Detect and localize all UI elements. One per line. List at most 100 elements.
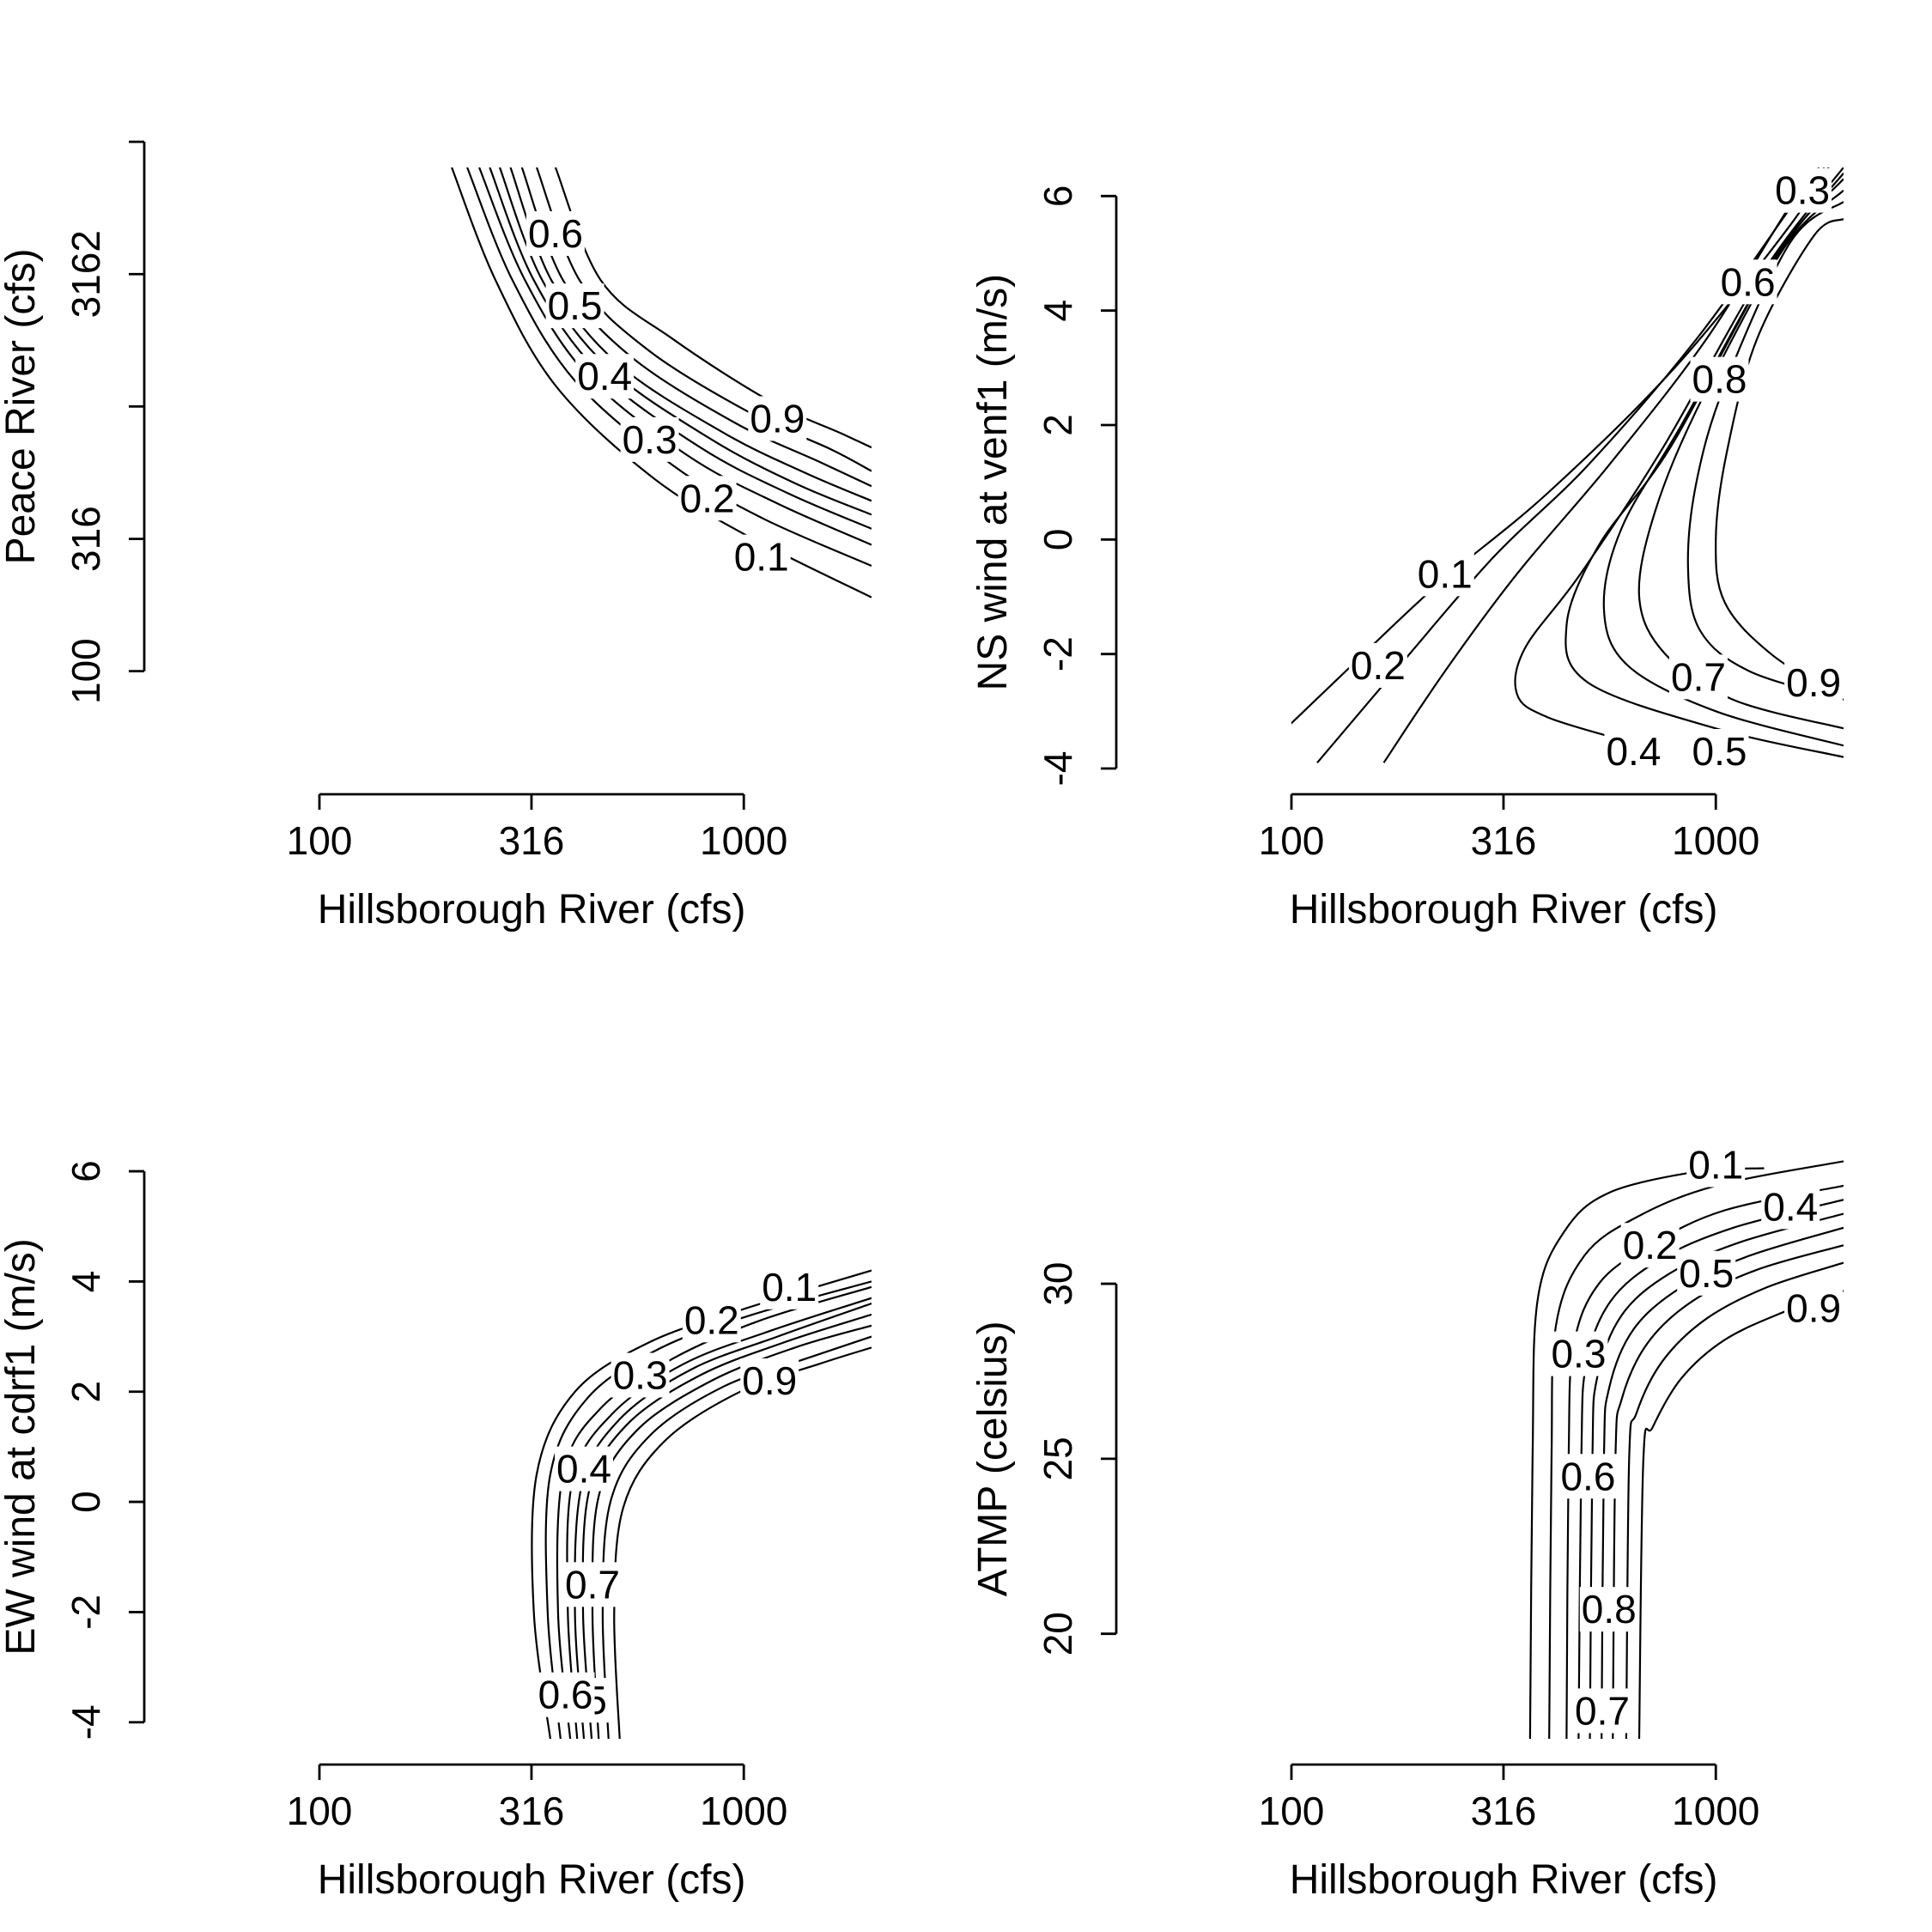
contour-label-0.6: 0.6 [528, 211, 583, 256]
contour-label-bg [760, 1264, 819, 1309]
contour-label-0.1: 0.1 [1688, 1142, 1743, 1187]
contour-label-0.2: 0.2 [1351, 643, 1406, 688]
x-tick-label: 100 [287, 1789, 353, 1833]
contour-line-0.4 [1577, 1199, 1844, 1739]
contour-label-bg [1415, 551, 1474, 597]
y-tick-label: -4 [1036, 751, 1080, 787]
contour-label-bg [740, 1358, 799, 1403]
contour-label-0.1: 0.1 [734, 535, 789, 580]
contour-line-0.9 [613, 1346, 872, 1739]
y-tick-label: 4 [64, 1271, 108, 1293]
contour-label-bg [1761, 1184, 1820, 1230]
contour-label-0.3: 0.3 [623, 417, 677, 462]
contour-line-0.7 [520, 167, 872, 488]
contour-line-0.3 [1565, 1184, 1844, 1739]
contour-line-0.1 [531, 1269, 872, 1739]
contour-label-0.4: 0.4 [556, 1447, 611, 1492]
contour-label-bg [1579, 1587, 1638, 1632]
contour-label-bg [748, 396, 807, 441]
contour-label-bg [575, 354, 635, 399]
y-tick-label: 0 [1036, 529, 1080, 551]
contour-label-bg [545, 283, 605, 329]
contour-line-0.2 [544, 1280, 872, 1739]
contour-label-bg [1558, 1454, 1618, 1499]
contour-label-0.7: 0.7 [565, 1562, 620, 1607]
contour-label-0.8: 0.8 [1582, 1587, 1637, 1631]
contour-label-bg [1784, 1285, 1844, 1331]
contour-line-0.3 [556, 1285, 872, 1739]
contour-label-0.3: 0.3 [613, 1353, 668, 1398]
contour-label-bg [1686, 1142, 1746, 1188]
contour-line-0.6 [581, 1313, 872, 1739]
contour-label-0.8: 0.8 [1692, 357, 1747, 402]
contour-line-0.3 [478, 167, 872, 546]
x-axis-title: Hillsborough River (cfs) [318, 1857, 746, 1903]
contour-panel-ns-wind: 100 316 1000 Hillsborough River (cfs) -4 -2 0 2… [970, 167, 1844, 933]
contour-panel-ew-wind: 100 316 1000 Hillsborough River (cfs) -4 -2 0 2… [0, 1160, 872, 1903]
contour-label-bg [1773, 167, 1832, 213]
y-axis-title: NS wind at venf1 (m/s) [970, 274, 1016, 690]
x-tick-label: 316 [1471, 1789, 1537, 1833]
y-tick-label: -2 [64, 1595, 108, 1630]
x-tick-label: 1000 [700, 818, 787, 863]
x-axis-title: Hillsborough River (cfs) [1290, 1857, 1718, 1903]
x-axis-title: Hillsborough River (cfs) [318, 887, 746, 933]
contour-label-bg [1718, 259, 1777, 305]
contour-label-0.5: 0.5 [548, 283, 603, 328]
x-tick-label: 1000 [1672, 818, 1759, 863]
x-tick-label: 316 [1471, 818, 1537, 863]
contour-label-0.9: 0.9 [750, 396, 805, 440]
contour-label-bg [682, 1297, 741, 1343]
contour-label-0.3: 0.3 [1551, 1332, 1606, 1376]
y-axis-title: Peace River (cfs) [0, 248, 44, 564]
x-tick-label: 1000 [1672, 1789, 1759, 1833]
contour-line-0.1 [1528, 1167, 1765, 1739]
y-tick-label: 3162 [64, 230, 108, 318]
contour-label-bg [1690, 729, 1749, 774]
contour-label-bg [732, 534, 791, 580]
contour-label-bg [1348, 643, 1407, 688]
contour-line-0.8 [1625, 1261, 1844, 1739]
contour-label-bg [1677, 1250, 1736, 1296]
y-axis-title: EW wind at cdrf1 (m/s) [0, 1238, 44, 1655]
contour-line-0.4 [489, 167, 872, 530]
contour-label-0.7: 0.7 [1575, 1688, 1630, 1733]
contour-label-bg [1604, 729, 1663, 774]
y-tick-label: 100 [64, 638, 108, 704]
contour-label-0.6: 0.6 [1721, 259, 1776, 304]
y-tick-label: 6 [64, 1160, 108, 1182]
contour-label-bg [1620, 1223, 1680, 1268]
contour-line-0.9 [554, 167, 872, 449]
contour-line-0.5 [1589, 1212, 1844, 1739]
x-axis-title: Hillsborough River (cfs) [1290, 887, 1718, 933]
contour-label-bg [611, 1352, 670, 1398]
contour-label-bg [1549, 1331, 1608, 1376]
x-tick-label: 100 [1259, 818, 1325, 863]
contour-label-bg [536, 1672, 595, 1717]
contour-label-0.7: 0.7 [1671, 654, 1726, 699]
y-tick-label: 0 [64, 1491, 108, 1513]
y-tick-label: 30 [1036, 1261, 1080, 1305]
contour-panel-peace-river: 100 316 1000 Hillsborough River (cfs) 100 316… [0, 140, 872, 933]
contour-label-bg [677, 476, 737, 521]
contour-label-0.1: 0.1 [762, 1265, 817, 1309]
y-tick-label: -4 [64, 1704, 108, 1740]
contour-line-0.4 [566, 1297, 872, 1739]
contour-line-0.2 [466, 167, 872, 568]
contour-label-bg [620, 416, 679, 462]
y-axis-title: ATMP (celsius) [970, 1321, 1016, 1596]
contour-line-0.1 [1291, 167, 1826, 725]
contour-label-0.2: 0.2 [684, 1297, 739, 1342]
y-tick-label: 316 [64, 506, 108, 572]
contour-label-0.6: 0.6 [538, 1673, 593, 1717]
contour-line-0.5 [574, 1303, 872, 1739]
contour-label-0.4: 0.4 [1763, 1184, 1818, 1229]
contour-label-bg [526, 211, 585, 257]
contour-label-0.2: 0.2 [680, 476, 735, 520]
contour-panel-atmp: 100 316 1000 Hillsborough River (cfs) 20 25 30… [970, 1142, 1844, 1903]
y-tick-label: 4 [1036, 300, 1080, 322]
y-tick-label: 6 [1036, 185, 1080, 208]
contour-line-0.9 [1637, 1290, 1844, 1739]
y-tick-label: 20 [1036, 1612, 1080, 1656]
